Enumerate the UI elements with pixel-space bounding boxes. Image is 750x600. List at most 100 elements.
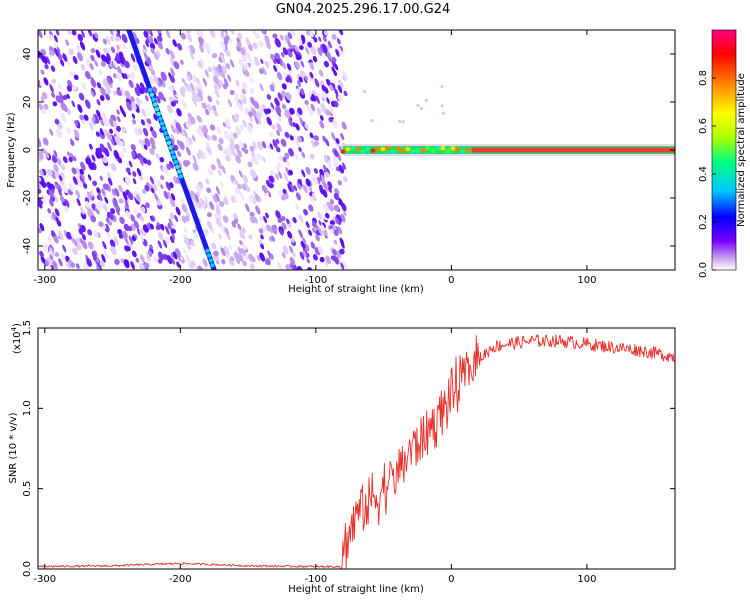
noise-speck (308, 74, 314, 83)
noise-speck (329, 84, 334, 92)
noise-speck (303, 243, 310, 251)
noise-speck (320, 224, 325, 231)
tone-blob (350, 146, 356, 151)
tone-blob (460, 149, 466, 154)
noise-speck (224, 227, 230, 236)
top-y-axis-label: Frequency (Hz) (6, 112, 17, 188)
noise-speck (45, 260, 49, 266)
noise-speck (98, 68, 103, 76)
bottom-x-tick-label: -300 (33, 574, 56, 585)
noise-speck (223, 77, 229, 87)
noise-speck (60, 164, 66, 171)
noise-speck (233, 218, 239, 224)
diagonal-highlight (178, 174, 184, 179)
noise-speck (52, 101, 58, 107)
noise-speck (54, 208, 60, 217)
noise-speck (317, 92, 321, 99)
noise-speck (39, 250, 44, 258)
noise-speck (66, 127, 71, 134)
noise-speck (310, 45, 317, 56)
noise-speck (170, 124, 176, 134)
noise-speck (327, 40, 333, 49)
noise-speck (107, 177, 113, 186)
noise-speck (330, 255, 336, 261)
noise-speck (128, 235, 134, 245)
noise-speck (237, 32, 243, 40)
noise-speck (187, 117, 193, 126)
noise-speck (209, 124, 216, 131)
noise-speck (280, 138, 287, 147)
noise-speck (183, 129, 188, 139)
diagonal-highlight (176, 169, 182, 174)
noise-speck (80, 206, 85, 215)
diagonal-highlight (153, 102, 158, 107)
noise-speck (243, 143, 247, 149)
noise-speck (294, 153, 299, 160)
noise-speck (95, 131, 100, 137)
noise-speck (91, 251, 97, 261)
noise-speck (102, 240, 107, 250)
noise-speck (59, 58, 65, 67)
noise-speck (309, 153, 315, 160)
noise-speck (343, 90, 348, 97)
noise-speck (287, 183, 292, 193)
noise-speck (340, 133, 345, 141)
top-y-tick-label: -20 (22, 190, 33, 206)
noise-speck (47, 236, 53, 243)
scatter-speck (401, 120, 405, 124)
noise-speck (206, 134, 211, 141)
noise-speck (173, 89, 177, 95)
noise-speck (102, 183, 109, 191)
diagonal-highlight (151, 97, 156, 102)
noise-speck (135, 257, 140, 263)
noise-speck (288, 69, 293, 78)
bottom-y-tick-label: 0.0 (22, 561, 33, 577)
noise-speck (244, 63, 250, 70)
noise-speck (58, 175, 63, 182)
noise-speck (87, 229, 93, 236)
noise-speck (215, 66, 221, 76)
noise-speck (265, 212, 269, 219)
noise-speck (106, 35, 111, 45)
scatter-speck (416, 103, 420, 108)
noise-speck (181, 203, 188, 213)
noise-speck (179, 88, 186, 98)
diagonal-highlight (147, 87, 153, 93)
noise-speck (247, 124, 253, 134)
tone-blob (395, 146, 401, 152)
colorbar-tick-label: 0.0 (698, 262, 709, 278)
noise-speck (149, 75, 155, 85)
tone-blob (385, 145, 391, 151)
noise-speck (258, 228, 264, 234)
noise-speck (329, 106, 334, 115)
noise-speck (191, 74, 198, 83)
noise-speck (185, 146, 191, 156)
noise-speck (266, 179, 271, 188)
noise-speck (201, 151, 207, 159)
noise-speck (55, 30, 60, 36)
noise-speck (223, 130, 230, 140)
noise-speck (244, 181, 248, 188)
noise-speck (143, 52, 149, 61)
noise-speck (248, 111, 253, 117)
noise-speck (321, 90, 327, 100)
noise-speck (71, 167, 77, 175)
noise-speck (60, 112, 67, 123)
noise-speck (46, 56, 51, 65)
noise-speck (234, 113, 240, 119)
noise-speck (80, 211, 87, 220)
noise-speck (310, 241, 316, 250)
noise-speck (136, 168, 142, 177)
noise-speck (165, 181, 171, 191)
noise-speck (209, 169, 214, 176)
bottom-y-tick-label: 1.5 (22, 320, 33, 336)
noise-speck (252, 141, 257, 149)
noise-speck (277, 92, 283, 102)
noise-speck (123, 259, 130, 269)
diagonal-highlight (170, 150, 175, 155)
noise-speck (165, 30, 171, 39)
noise-speck (94, 114, 100, 124)
noise-speck (125, 167, 131, 173)
noise-speck (70, 138, 75, 146)
noise-speck (215, 100, 220, 105)
